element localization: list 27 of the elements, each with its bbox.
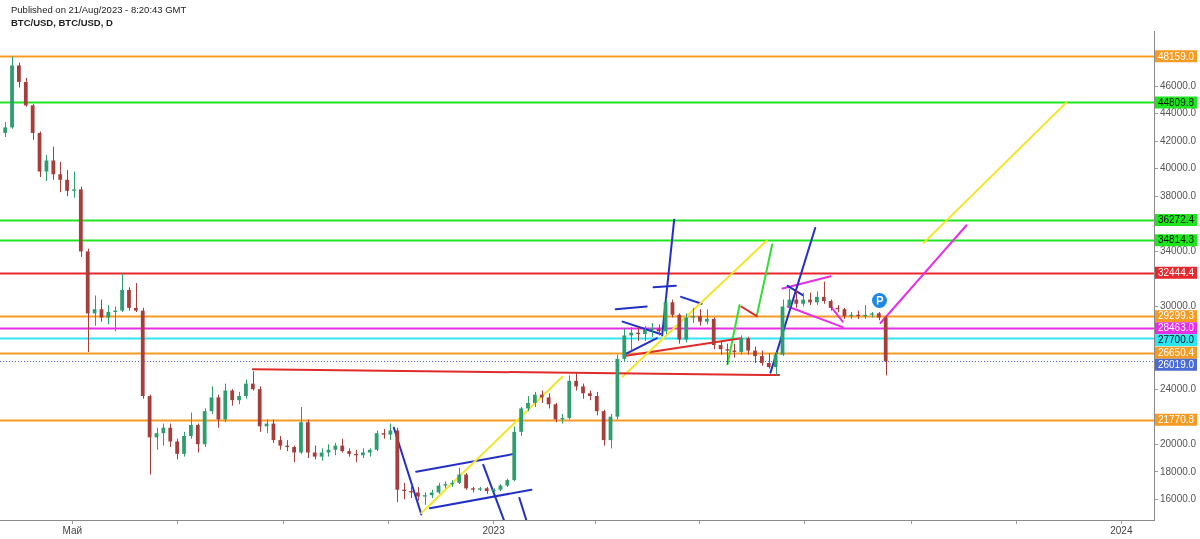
y-tick-label: 24000.0	[1160, 382, 1197, 394]
x-tick-label: Май	[62, 524, 83, 536]
ref-line-label: 32444.4	[1157, 267, 1195, 279]
x-tick-label: 2023	[482, 524, 506, 536]
ref-line-label: 48159.0	[1157, 50, 1195, 62]
y-tick-label: 38000.0	[1160, 190, 1197, 202]
y-tick-label: 46000.0	[1160, 79, 1197, 91]
ref-line-label: 27700.0	[1157, 334, 1195, 346]
ref-line-label: 29299.3	[1157, 310, 1195, 322]
ref-line-label: 26019.0	[1157, 358, 1195, 370]
chart-title: BTC/USD, BTC/USD, D	[11, 16, 114, 29]
y-tick-label: 44000.0	[1160, 107, 1197, 119]
y-tick-label: 34000.0	[1160, 245, 1197, 257]
x-tick-label: 2024	[1110, 524, 1133, 536]
y-tick-label: 18000.0	[1160, 465, 1197, 477]
y-tick-label: 42000.0	[1160, 134, 1197, 146]
ref-line-label: 34814.3	[1157, 234, 1195, 246]
ref-line-label: 21770.8	[1157, 414, 1195, 426]
y-tick-label: 16000.0	[1160, 493, 1197, 505]
y-tick-label: 30000.0	[1160, 300, 1197, 312]
y-tick-label: 20000.0	[1160, 437, 1197, 449]
ref-line-label: 44809.8	[1157, 96, 1195, 108]
ref-line-label: 36272.4	[1157, 214, 1195, 226]
text: Published on 21/Aug/2023 - 8:20:43 GMT	[11, 3, 187, 16]
ref-line-label: 26650.4	[1157, 346, 1195, 358]
ref-line-label: 28463.0	[1157, 322, 1195, 334]
y-tick-label: 40000.0	[1160, 162, 1197, 174]
